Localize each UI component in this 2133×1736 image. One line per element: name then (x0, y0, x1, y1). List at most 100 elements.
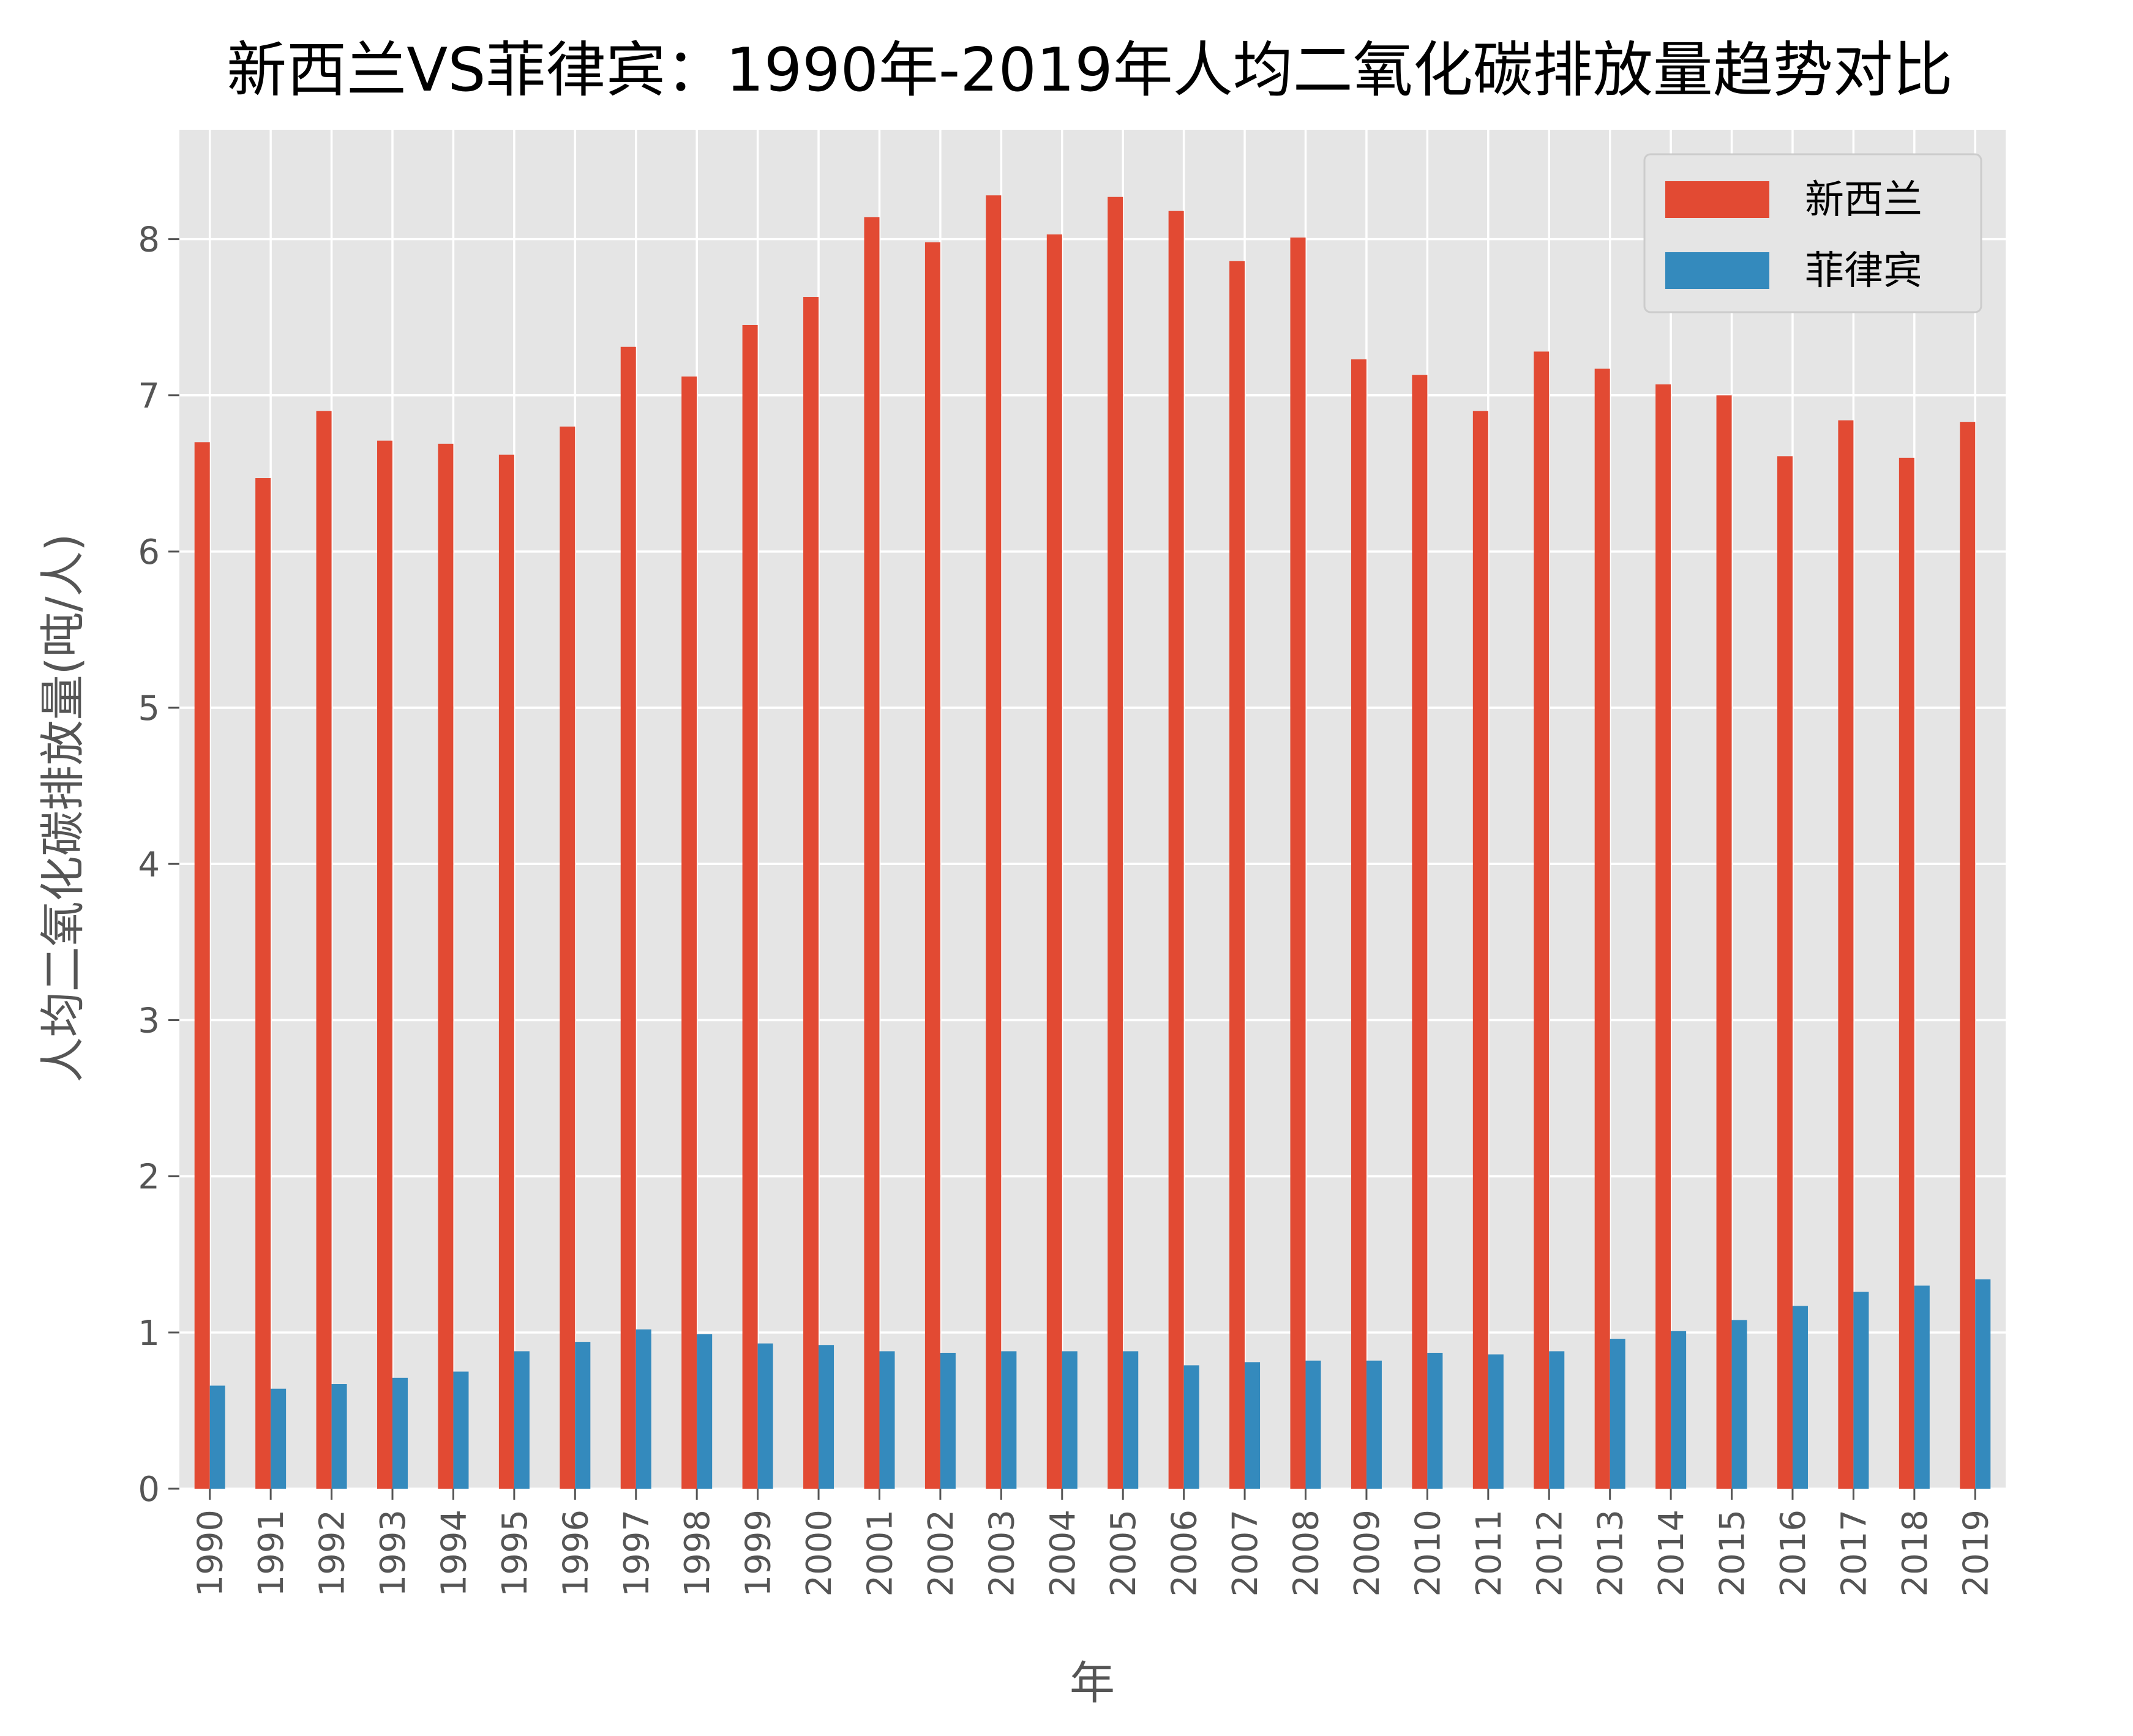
x-tick-label: 1999 (739, 1510, 779, 1597)
bar-new-zealand-2006 (1168, 211, 1184, 1489)
y-tick-label: 3 (138, 1001, 160, 1041)
bars (194, 195, 1991, 1489)
x-tick-label: 2013 (1591, 1510, 1631, 1597)
bar-new-zealand-2003 (986, 195, 1002, 1489)
x-tick-label: 2004 (1043, 1510, 1083, 1597)
x-tick-label: 1995 (495, 1510, 535, 1597)
bar-philippines-2005 (1123, 1351, 1139, 1489)
x-tick-label: 2017 (1834, 1510, 1874, 1597)
bar-new-zealand-2004 (1046, 234, 1062, 1489)
y-tick-label: 7 (138, 376, 160, 416)
y-axis-ticks: 0 1 2 3 4 5 6 7 8 (138, 220, 179, 1510)
x-tick-label: 1997 (617, 1510, 657, 1597)
legend-swatch (1665, 252, 1769, 289)
bar-philippines-2014 (1671, 1331, 1687, 1489)
bar-new-zealand-2008 (1290, 238, 1306, 1489)
bar-new-zealand-2017 (1838, 420, 1854, 1489)
bar-new-zealand-2009 (1351, 359, 1366, 1489)
bar-philippines-2010 (1427, 1353, 1443, 1489)
legend-label: 菲律宾 (1805, 249, 1922, 294)
x-tick-label: 1990 (191, 1510, 231, 1597)
bar-philippines-1998 (697, 1334, 713, 1489)
bar-new-zealand-1995 (498, 454, 514, 1489)
bar-philippines-2011 (1488, 1354, 1504, 1489)
bar-philippines-2015 (1731, 1320, 1747, 1489)
bar-new-zealand-2011 (1472, 411, 1488, 1489)
y-tick-label: 4 (138, 845, 160, 885)
bar-philippines-1999 (757, 1343, 773, 1489)
bar-philippines-2019 (1975, 1279, 1991, 1489)
x-tick-label: 2006 (1165, 1510, 1205, 1597)
bar-new-zealand-2016 (1777, 456, 1793, 1489)
x-tick-label: 2008 (1287, 1510, 1327, 1597)
bar-philippines-1996 (575, 1342, 591, 1489)
x-tick-label: 2010 (1408, 1510, 1448, 1597)
x-tick-label: 2007 (1226, 1510, 1265, 1597)
x-tick-label: 2018 (1895, 1510, 1935, 1597)
y-tick-label: 5 (138, 689, 160, 728)
y-tick-label: 1 (138, 1314, 160, 1353)
bar-philippines-1995 (514, 1351, 530, 1489)
bar-philippines-2004 (1062, 1351, 1078, 1489)
bar-philippines-1992 (331, 1384, 347, 1489)
x-tick-label: 2000 (800, 1510, 839, 1597)
bar-new-zealand-1996 (560, 426, 575, 1489)
bar-philippines-2000 (819, 1345, 834, 1489)
x-tick-label: 1998 (678, 1510, 718, 1597)
bar-new-zealand-1993 (377, 440, 393, 1489)
bar-new-zealand-2000 (803, 297, 819, 1489)
y-tick-label: 6 (138, 533, 160, 572)
bar-philippines-2002 (940, 1353, 956, 1489)
x-tick-label: 2014 (1652, 1510, 1692, 1597)
x-tick-label: 1994 (434, 1510, 474, 1597)
bar-philippines-2016 (1792, 1306, 1808, 1489)
bar-new-zealand-2019 (1960, 422, 1976, 1489)
y-tick-label: 0 (138, 1470, 160, 1510)
y-tick-label: 2 (138, 1158, 160, 1197)
y-tick-label: 8 (138, 220, 160, 260)
bar-philippines-2009 (1366, 1360, 1382, 1489)
x-tick-label: 2019 (1956, 1510, 1996, 1597)
y-axis-label: 人均二氧化碳排放量(吨/人) (37, 534, 89, 1083)
x-tick-label: 2015 (1713, 1510, 1753, 1597)
bar-new-zealand-1994 (438, 443, 454, 1489)
x-tick-label: 1993 (373, 1510, 413, 1597)
x-tick-label: 2009 (1348, 1510, 1387, 1597)
x-tick-label: 1992 (313, 1510, 353, 1597)
bar-philippines-2012 (1549, 1351, 1565, 1489)
bar-new-zealand-2001 (864, 217, 880, 1489)
legend-label: 新西兰 (1805, 178, 1922, 223)
bar-philippines-1991 (271, 1388, 287, 1489)
bar-new-zealand-2007 (1229, 261, 1245, 1489)
x-axis-label: 年 (1070, 1657, 1115, 1710)
bar-new-zealand-1997 (620, 346, 636, 1489)
bar-new-zealand-1999 (742, 324, 758, 1489)
x-tick-label: 2003 (982, 1510, 1022, 1597)
bar-new-zealand-2002 (924, 242, 940, 1489)
bar-philippines-2017 (1853, 1292, 1869, 1489)
bar-new-zealand-1998 (681, 376, 697, 1489)
bar-new-zealand-2012 (1534, 351, 1550, 1489)
x-tick-label: 2016 (1774, 1510, 1813, 1597)
bar-philippines-2006 (1183, 1365, 1199, 1489)
bar-new-zealand-2010 (1412, 375, 1428, 1489)
x-tick-label: 1991 (252, 1510, 291, 1597)
bar-philippines-1990 (209, 1385, 225, 1489)
bar-new-zealand-1992 (316, 411, 332, 1489)
bar-new-zealand-2013 (1594, 369, 1610, 1489)
chart-title: 新西兰VS菲律宾：1990年-2019年人均二氧化碳排放量趋势对比 (227, 36, 1952, 105)
bar-new-zealand-2018 (1899, 457, 1914, 1489)
x-tick-label: 2002 (921, 1510, 961, 1597)
bar-philippines-2008 (1305, 1360, 1321, 1489)
bar-new-zealand-2014 (1655, 384, 1671, 1489)
x-tick-label: 2011 (1469, 1510, 1509, 1597)
bar-new-zealand-1991 (255, 478, 271, 1489)
bar-new-zealand-1990 (194, 442, 210, 1489)
x-tick-label: 1996 (556, 1510, 596, 1597)
bar-philippines-2013 (1610, 1339, 1625, 1489)
bar-philippines-1993 (392, 1377, 408, 1489)
bar-new-zealand-2015 (1716, 395, 1732, 1489)
x-tick-label: 2012 (1530, 1510, 1570, 1597)
bar-philippines-2001 (879, 1351, 895, 1489)
